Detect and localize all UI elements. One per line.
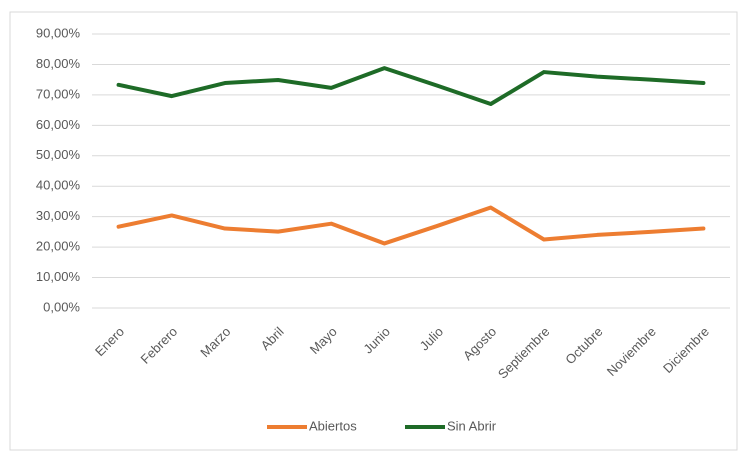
legend-label: Abiertos (309, 418, 357, 433)
y-tick-label: 50,00% (36, 147, 81, 162)
y-tick-label: 10,00% (36, 269, 81, 284)
line-series (116, 66, 706, 107)
y-tick-label: 30,00% (36, 208, 81, 223)
y-tick-label: 60,00% (36, 117, 81, 132)
legend-label: Sin Abrir (447, 418, 497, 433)
y-tick-label: 70,00% (36, 86, 81, 101)
line-series (116, 205, 706, 246)
y-tick-label: 20,00% (36, 239, 81, 254)
y-tick-label: 40,00% (36, 178, 81, 193)
chart-frame (9, 11, 738, 451)
y-tick-label: 90,00% (36, 25, 81, 40)
y-tick-label: 0,00% (43, 299, 80, 314)
y-tick-label: 80,00% (36, 56, 81, 71)
